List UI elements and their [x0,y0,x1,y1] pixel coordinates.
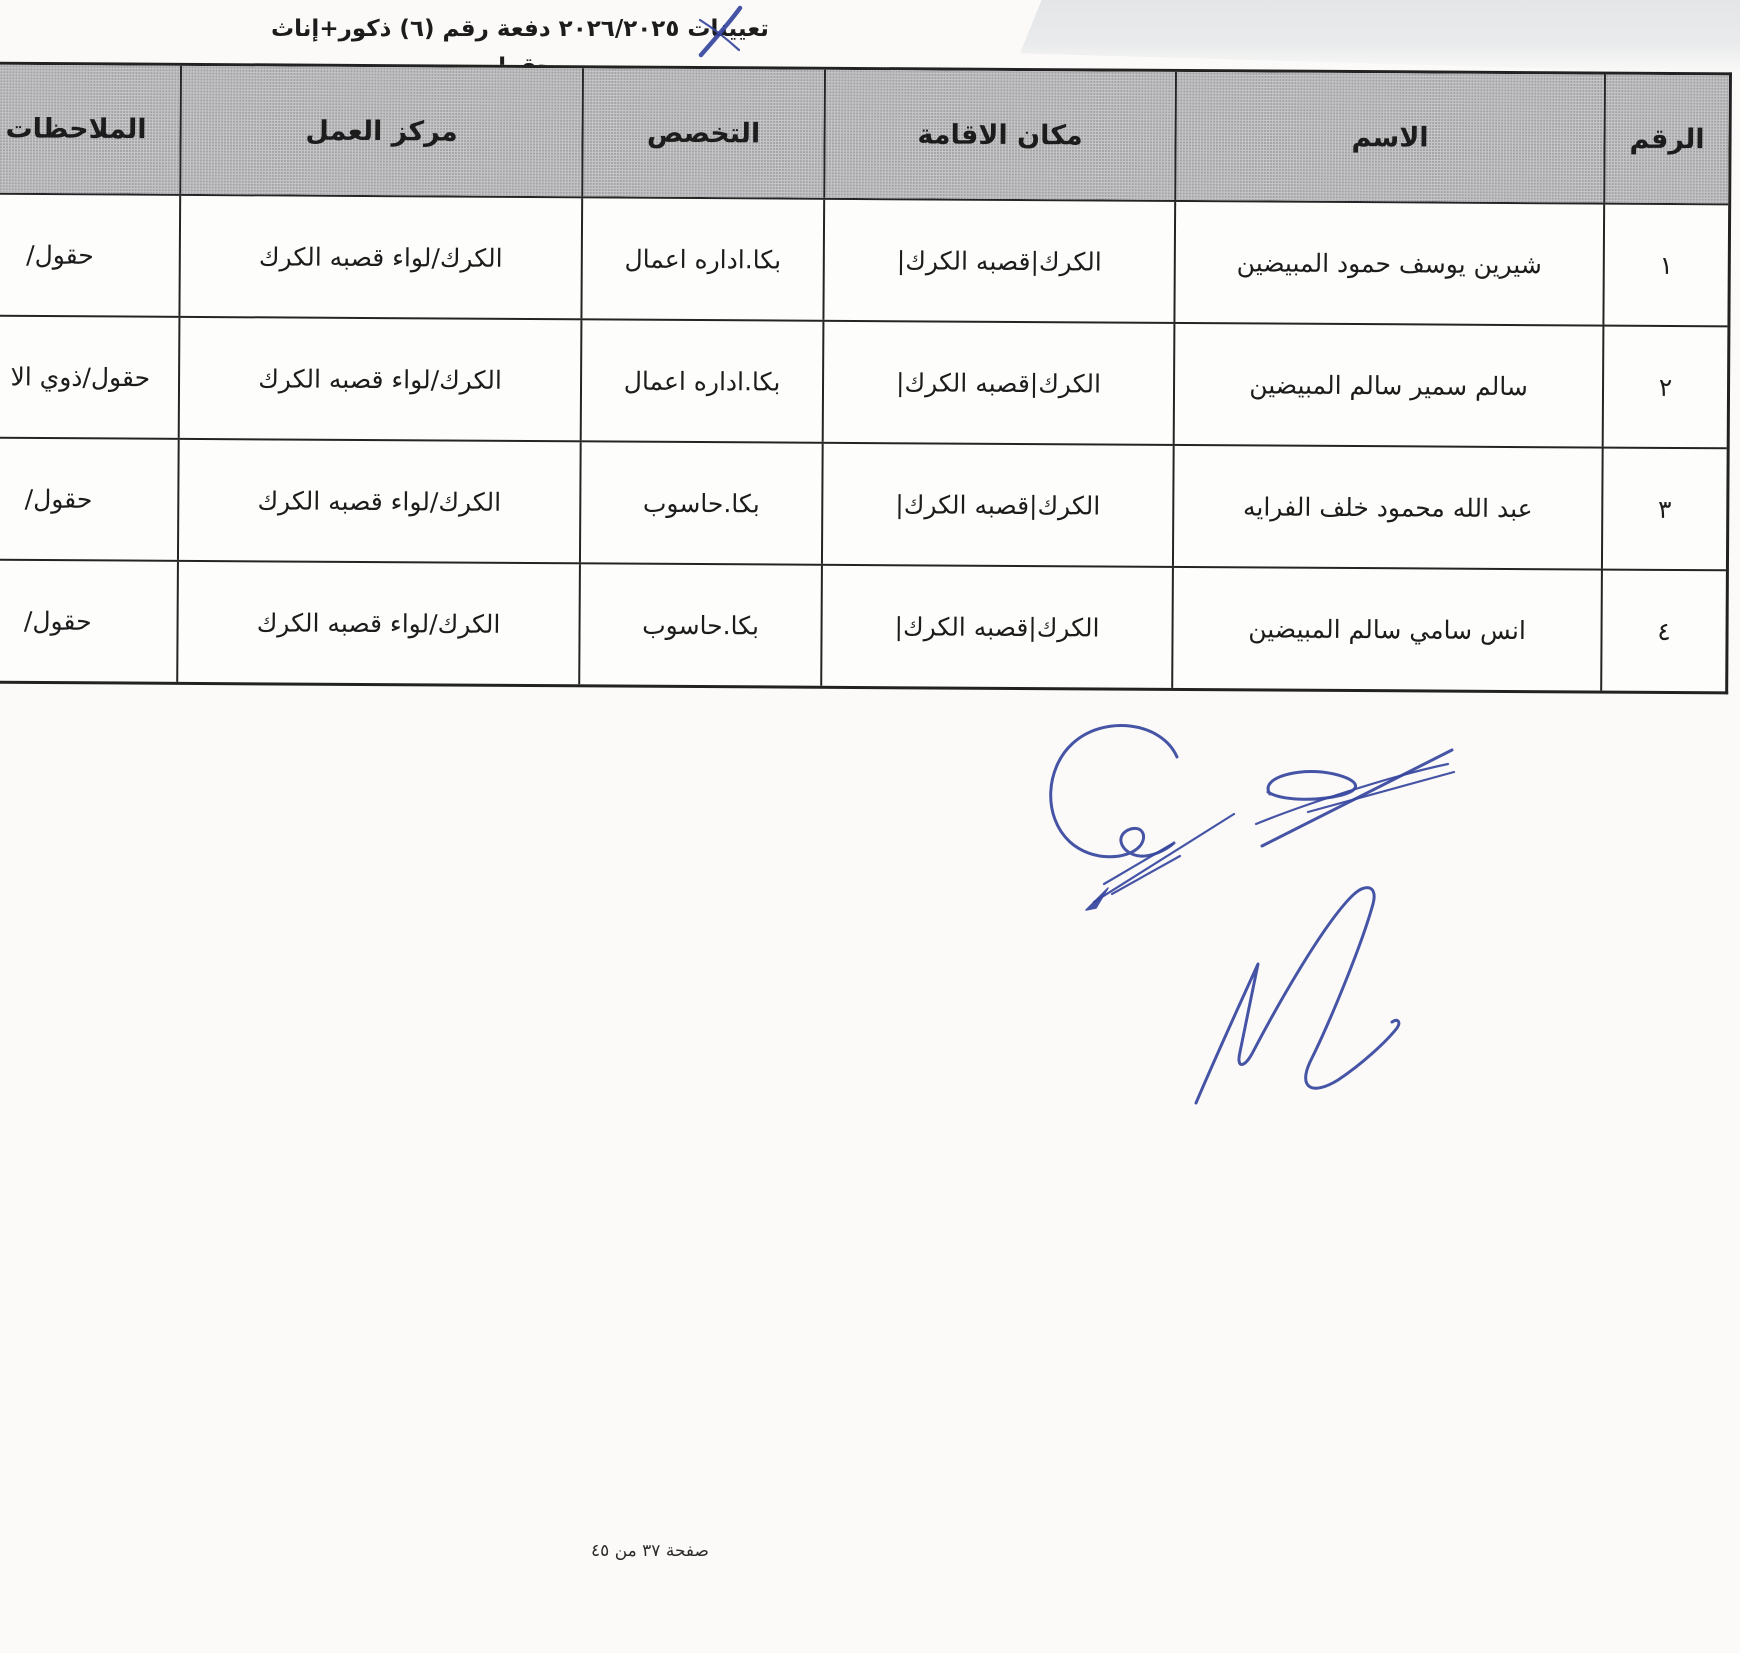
column-header-notes: الملاحظات [0,64,180,194]
cell-name: عبد الله محمود خلف الفرايه [1171,445,1602,569]
table-row: ٢ سالم سمير سالم المبيضين الكرك|قصبه الك… [0,316,1728,450]
scanner-edge-shade [1020,0,1740,74]
cell-work-center: الكرك/لواء قصبه الكرك [178,195,582,319]
table-header-row: الرقم الاسم مكان الاقامة التخصص مركز الع… [0,64,1729,206]
cell-residence: الكرك|قصبه الكرك| [822,199,1175,322]
cell-name: سالم سمير سالم المبيضين [1172,323,1603,447]
signature-scribble-ink [1254,748,1456,848]
cell-notes: حقول/ [0,195,179,316]
cell-number: ٤ [1600,570,1726,692]
cell-specialty: بكا.اداره اعمال [580,198,824,320]
cell-notes-text: حقول/ [23,606,92,636]
cell-number: ١ [1602,204,1729,326]
cell-residence: الكرك|قصبه الكرك| [821,321,1174,444]
appointments-table: الرقم الاسم مكان الاقامة التخصص مركز الع… [0,61,1732,695]
cell-name: شيرين يوسف حمود المبيضين [1173,201,1604,325]
cell-specialty: بكا.حاسوب [578,564,821,686]
signature-large-loop-ink [1194,886,1401,1105]
column-header-notes-label: الملاحظات [5,113,147,146]
cell-notes: حقول/ [0,561,177,682]
table-row: ١ شيرين يوسف حمود المبيضين الكرك|قصبه ال… [0,194,1729,328]
table-row: ٣ عبد الله محمود خلف الفرايه الكرك|قصبه … [0,438,1727,572]
column-header-number: الرقم [1603,74,1729,204]
cell-number: ٢ [1601,326,1728,448]
cell-work-center: الكرك/لواء قصبه الكرك [176,439,580,563]
cell-residence: الكرك|قصبه الكرك| [820,565,1172,688]
cell-work-center: الكرك/لواء قصبه الكرك [177,317,581,441]
cell-residence: الكرك|قصبه الكرك| [820,443,1173,566]
cell-number: ٣ [1600,448,1727,570]
cell-specialty: بكا.حاسوب [578,442,822,564]
column-header-work-center: مركز العمل [179,65,582,197]
page-number: صفحة ٣٧ من ٤٥ [591,1541,709,1561]
cell-name: انس سامي سالم المبيضين [1171,567,1601,691]
cell-notes-text: حقول/ذوي الا [10,362,151,393]
cell-notes-text: حقول/ [24,484,93,514]
cell-work-center: الكرك/لواء قصبه الكرك [176,561,579,685]
cell-notes-text: حقول/ [26,240,94,270]
table-sheet: الرقم الاسم مكان الاقامة التخصص مركز الع… [0,61,1732,695]
column-header-name: الاسم [1174,71,1604,203]
column-header-specialty: التخصص [581,68,824,198]
cell-notes: حقول/ذوي الا [0,317,178,438]
table-row: ٤ انس سامي سالم المبيضين الكرك|قصبه الكر… [0,561,1726,692]
column-header-residence: مكان الاقامة [823,69,1175,200]
cell-specialty: بكا.اداره اعمال [579,320,823,442]
signature-loop-ink [1049,723,1236,911]
cell-notes: حقول/ [0,439,178,560]
